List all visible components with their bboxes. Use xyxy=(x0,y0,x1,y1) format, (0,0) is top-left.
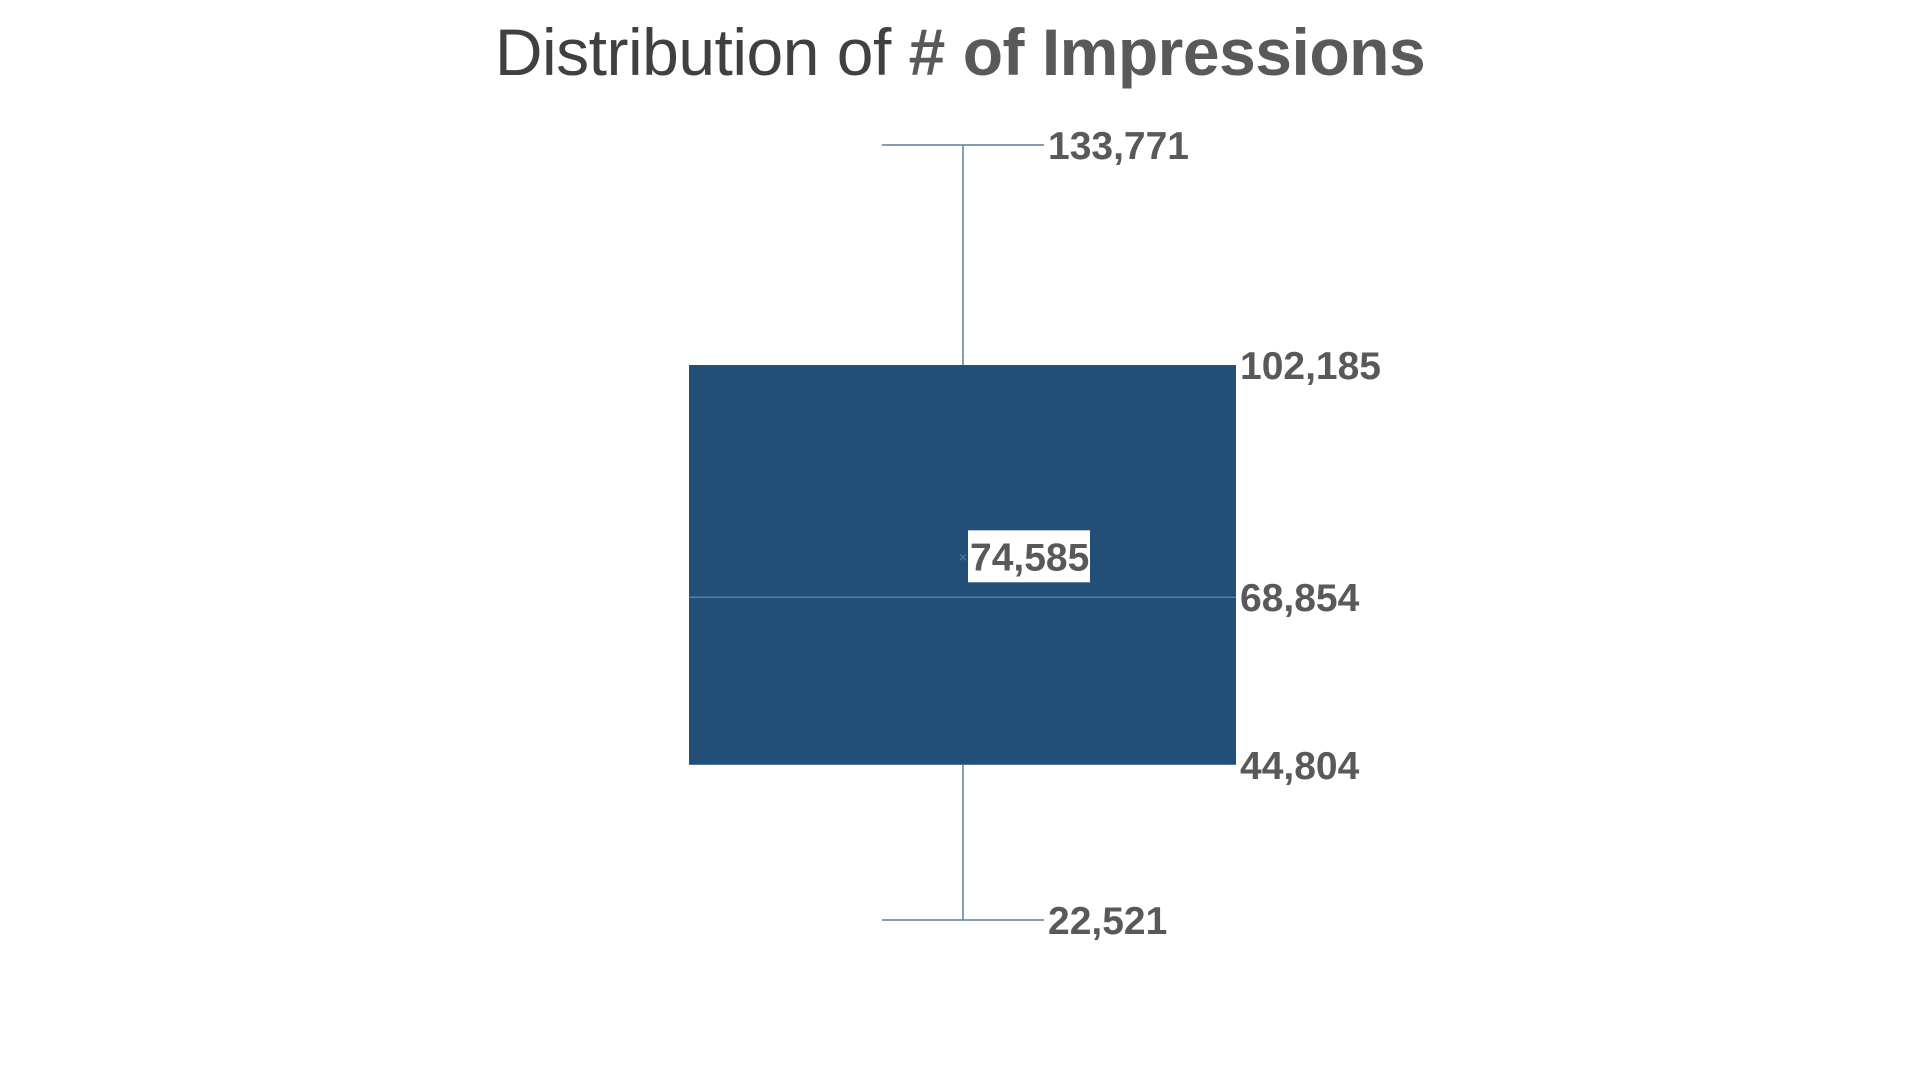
chart-title-emphasis: # of Impressions xyxy=(908,15,1426,89)
median-label: 68,854 xyxy=(1240,577,1360,620)
chart-title: Distribution of # of Impressions xyxy=(0,14,1920,90)
mean-marker xyxy=(959,553,967,561)
mean-label-background xyxy=(968,530,1090,583)
min-label: 22,521 xyxy=(1048,900,1167,943)
max-label: 133,771 xyxy=(1048,125,1189,168)
q3-label: 102,185 xyxy=(1240,345,1381,388)
chart-title-main: Distribution of xyxy=(494,15,892,89)
mean-label: 74,585 xyxy=(970,536,1089,579)
iqr-box xyxy=(689,365,1236,765)
q1-label: 44,804 xyxy=(1240,745,1360,788)
